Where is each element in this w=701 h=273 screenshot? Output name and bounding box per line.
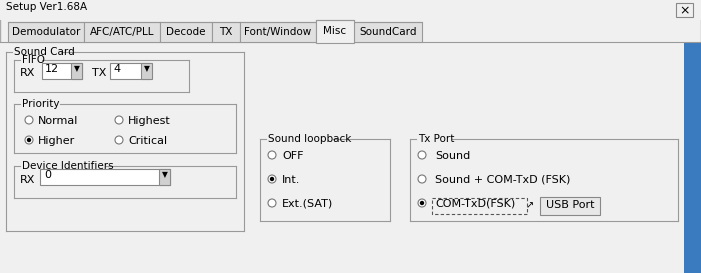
Text: Normal: Normal [38, 116, 79, 126]
Bar [84, 22, 160, 42]
Circle shape [420, 201, 424, 205]
Circle shape [25, 136, 33, 144]
Text: OFF: OFF [282, 151, 304, 161]
Text: Tx Port: Tx Port [418, 134, 454, 144]
Bar [354, 22, 422, 42]
Bar [0, 43, 701, 273]
Bar [240, 22, 316, 42]
Text: Demodulator: Demodulator [12, 27, 80, 37]
Bar [42, 63, 82, 79]
Text: Int.: Int. [282, 175, 300, 185]
Bar [212, 22, 240, 42]
Circle shape [268, 199, 276, 207]
Text: 4: 4 [113, 64, 120, 74]
Bar [684, 43, 701, 273]
Circle shape [270, 177, 274, 181]
Text: Critical: Critical [128, 136, 167, 146]
Text: Sound: Sound [435, 151, 470, 161]
Text: Sound loopback: Sound loopback [268, 134, 351, 144]
Text: Misc: Misc [323, 26, 346, 37]
Bar [160, 22, 212, 42]
Text: ↗: ↗ [526, 200, 534, 210]
Bar [141, 63, 152, 79]
Text: Device Identifiers: Device Identifiers [22, 161, 114, 171]
Text: Ext.(SAT): Ext.(SAT) [282, 199, 333, 209]
Circle shape [418, 175, 426, 183]
Circle shape [27, 138, 32, 142]
Bar [71, 63, 82, 79]
Text: 0: 0 [44, 170, 51, 180]
Text: Sound Card: Sound Card [14, 47, 75, 57]
Text: Priority: Priority [22, 99, 60, 109]
Bar [316, 20, 354, 43]
Circle shape [418, 199, 426, 207]
Text: ▼: ▼ [74, 64, 79, 73]
Bar [159, 169, 170, 185]
Circle shape [268, 175, 276, 183]
Text: AFC/ATC/PLL: AFC/ATC/PLL [90, 27, 154, 37]
Text: RX: RX [20, 68, 35, 78]
Text: SoundCard: SoundCard [359, 27, 417, 37]
Bar [432, 198, 527, 214]
Bar [8, 22, 84, 42]
Text: FIFO: FIFO [22, 55, 45, 65]
Text: TX: TX [92, 68, 107, 78]
Text: Font/Window: Font/Window [245, 27, 312, 37]
Text: USB Port: USB Port [546, 200, 594, 210]
Text: ×: × [679, 4, 690, 17]
Circle shape [25, 116, 33, 124]
Bar [676, 3, 693, 17]
Text: RX: RX [20, 175, 35, 185]
Bar [110, 63, 150, 79]
Text: 12: 12 [45, 64, 59, 74]
Text: Sound + COM-TxD (FSK): Sound + COM-TxD (FSK) [435, 175, 571, 185]
Circle shape [115, 136, 123, 144]
Text: Setup Ver1.68A: Setup Ver1.68A [6, 2, 87, 12]
Bar [40, 169, 170, 185]
Text: TX: TX [219, 27, 233, 37]
Bar [0, 0, 701, 20]
Circle shape [115, 116, 123, 124]
Text: Higher: Higher [38, 136, 75, 146]
Bar [540, 197, 600, 215]
Circle shape [268, 151, 276, 159]
Text: Highest: Highest [128, 116, 171, 126]
Text: ▼: ▼ [144, 64, 149, 73]
Circle shape [418, 151, 426, 159]
Text: COM-TxD(FSK): COM-TxD(FSK) [435, 199, 515, 209]
Text: Decode: Decode [166, 27, 206, 37]
Text: ▼: ▼ [161, 170, 168, 179]
